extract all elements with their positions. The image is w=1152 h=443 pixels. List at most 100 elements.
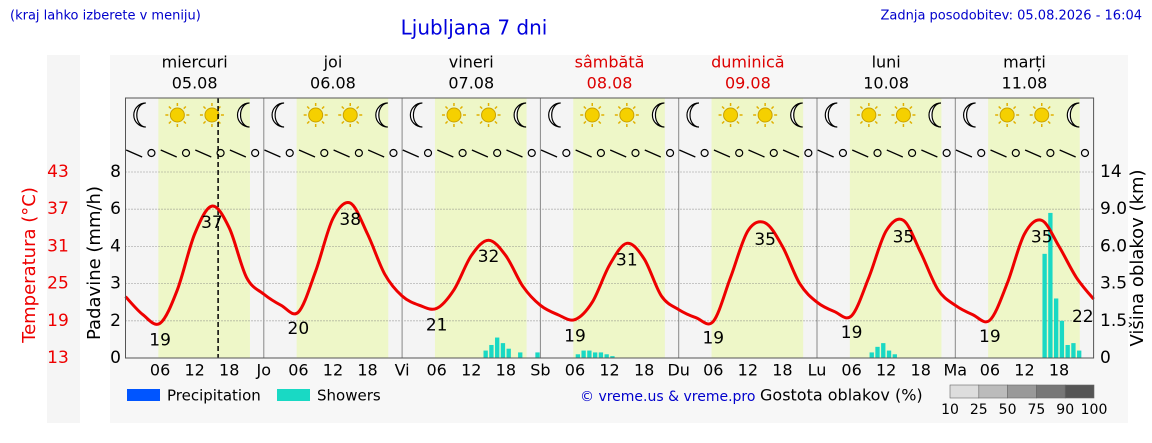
sun-ray — [202, 120, 207, 125]
moon-icon — [1066, 102, 1080, 128]
sun-ray — [721, 105, 725, 110]
sun-ray — [183, 105, 187, 110]
wind-calm — [458, 148, 467, 158]
temperature-label: 19 — [979, 327, 1001, 347]
daylight — [296, 98, 389, 358]
y-tick-label: 3 — [110, 274, 121, 294]
precip-bar — [604, 354, 609, 358]
wind-calm — [907, 148, 917, 158]
sun-ray — [202, 105, 207, 110]
wind-barb — [160, 149, 177, 158]
plot-frame — [125, 97, 1095, 359]
sun-ray — [859, 120, 864, 125]
day-name: miercuri — [162, 53, 228, 72]
wind-calm — [389, 148, 398, 158]
wind-barb — [921, 149, 938, 158]
sun-ray — [617, 120, 622, 125]
x-tick-label: Jo — [256, 361, 272, 380]
precip-bar — [875, 346, 880, 358]
wind-barb — [817, 149, 834, 158]
y-tick-label: 4 — [110, 236, 121, 256]
y2-tick-label: 6.0 — [1100, 236, 1127, 256]
sun-ray — [356, 105, 360, 110]
legend-label: Precipitation — [167, 387, 261, 405]
sun-ray — [598, 105, 602, 110]
wind-calm — [562, 148, 571, 158]
day-name: luni — [872, 53, 901, 72]
precip-bar — [495, 337, 500, 358]
wind-calm — [320, 148, 329, 158]
precip-bar — [598, 352, 604, 358]
wind-barb — [748, 149, 765, 158]
sun-ray — [444, 105, 449, 110]
temp-tick-label: 13 — [47, 348, 69, 368]
cloud-scale-label: 10 — [941, 402, 959, 418]
cloud-scale-label: 50 — [999, 402, 1017, 418]
temp-tick-label: 37 — [47, 199, 69, 219]
sun-ray — [459, 105, 463, 110]
daylight — [849, 98, 942, 358]
sun-icon — [342, 107, 358, 123]
x-tick-label: Vi — [395, 361, 410, 380]
sun-ray — [1047, 105, 1051, 110]
sun-ray — [736, 120, 740, 125]
precip-bar — [518, 352, 523, 358]
daylight — [158, 98, 250, 358]
daylight — [434, 98, 527, 358]
precip-bar — [881, 343, 886, 358]
sun-ray — [756, 105, 760, 110]
sun-ray — [874, 105, 878, 110]
wind-barb — [333, 149, 350, 158]
wind-calm — [216, 148, 225, 158]
temperature-label: 22 — [1072, 307, 1094, 327]
wind-barb — [506, 149, 523, 158]
temperature-label: 35 — [893, 227, 915, 247]
x-tick-label: 12 — [876, 361, 896, 380]
sun-ray — [598, 120, 602, 125]
sun-icon — [619, 107, 635, 123]
moon-icon — [651, 102, 665, 128]
precip-bar — [592, 352, 598, 358]
moon-icon — [236, 102, 250, 128]
wind-calm — [423, 148, 433, 158]
sun-ray — [341, 105, 345, 110]
wind-barb — [644, 149, 662, 158]
wind-calm — [527, 148, 536, 158]
cloud-scale-box — [1064, 384, 1095, 399]
wind-barb — [402, 149, 420, 158]
cloud-scale-box — [978, 384, 1008, 399]
sun-ray — [583, 120, 587, 125]
y-axis-label: Padavine (mm/h) — [84, 186, 105, 340]
sun-icon — [169, 107, 185, 123]
sun-ray — [479, 120, 483, 125]
sun-icon — [1034, 107, 1050, 123]
sun-ray — [583, 105, 587, 110]
sun-ray — [1032, 105, 1036, 110]
temperature-label: 19 — [702, 328, 724, 348]
sun-ray — [770, 120, 775, 125]
wind-barb — [886, 149, 904, 158]
wind-calm — [251, 148, 260, 158]
wind-barb — [367, 149, 385, 158]
sun-icon — [446, 107, 462, 123]
y2-tick-label: 3.5 — [1100, 274, 1127, 294]
wind-calm — [804, 148, 813, 158]
sun-ray — [894, 105, 898, 110]
day-name: duminică — [711, 53, 785, 72]
sun-icon — [895, 107, 911, 123]
note: (kraj lahko izberete v meniju) — [10, 9, 201, 24]
wind-barb — [1059, 149, 1076, 158]
precip-bar — [869, 352, 874, 358]
y2-tick-label: 14 — [1100, 162, 1122, 182]
cloud-scale-box — [1036, 384, 1066, 399]
x-tick-label: 06 — [841, 361, 861, 380]
wind-barb — [298, 149, 316, 158]
day-date: 09.08 — [725, 74, 771, 93]
precip-bar — [587, 350, 592, 358]
temperature-label: 19 — [564, 327, 586, 347]
precip-bar — [489, 344, 494, 358]
wind-barb — [679, 149, 696, 158]
x-tick-label: Lu — [808, 361, 827, 380]
wind-barb — [264, 149, 281, 158]
